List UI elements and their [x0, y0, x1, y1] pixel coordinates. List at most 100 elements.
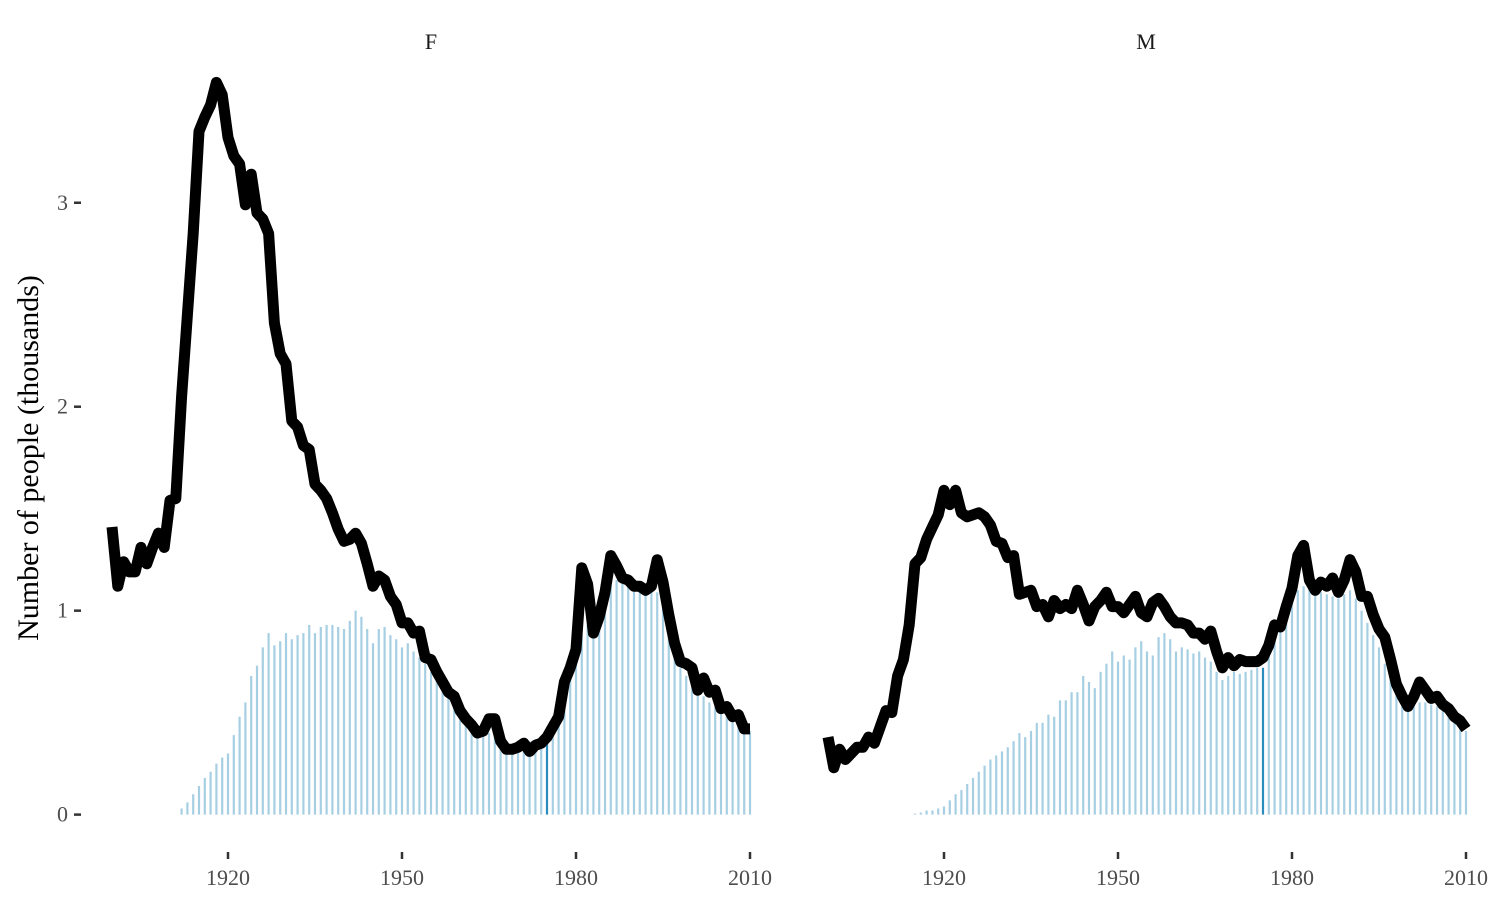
bar: [1058, 700, 1062, 815]
bar: [1238, 673, 1241, 815]
bar: [1372, 635, 1375, 815]
bar: [725, 716, 728, 815]
bar: [1227, 675, 1230, 815]
bars: [913, 586, 1468, 815]
bar: [1134, 647, 1137, 815]
bar: [919, 812, 922, 815]
bar: [296, 635, 299, 815]
bar: [563, 692, 566, 815]
bar: [1377, 647, 1381, 815]
bar: [366, 629, 369, 815]
bar: [1128, 659, 1131, 815]
bar: [557, 716, 560, 815]
bar: [1209, 661, 1212, 815]
bar: [1029, 730, 1033, 815]
panel-m: M 1920 1950 1980 2010: [822, 29, 1488, 890]
bar: [1430, 704, 1433, 815]
bar: [580, 635, 583, 815]
bar: [458, 708, 462, 815]
bar: [505, 743, 508, 815]
bar: [331, 624, 334, 815]
bar: [389, 635, 392, 815]
x-tick-label: 1950: [1096, 865, 1140, 890]
bar: [1116, 661, 1120, 815]
bar: [598, 604, 601, 815]
bar: [487, 733, 491, 815]
bar: [522, 743, 525, 815]
bar: [284, 633, 288, 815]
x-axis: 1920 1950 1980 2010: [922, 852, 1488, 890]
bar: [1000, 751, 1004, 815]
bar: [482, 728, 485, 815]
bar: [714, 706, 717, 815]
bar: [690, 682, 694, 815]
bar: [708, 702, 711, 815]
bar: [574, 651, 578, 815]
bar: [1192, 653, 1195, 815]
bar: [238, 716, 241, 815]
bar: [197, 786, 201, 815]
bar: [1012, 741, 1015, 815]
bar: [1076, 692, 1079, 815]
bar: [319, 626, 322, 815]
bar: [1325, 594, 1328, 815]
bar: [244, 702, 247, 815]
bar: [551, 728, 554, 815]
bar: [731, 720, 734, 815]
bar: [279, 641, 282, 815]
x-tick-label: 2010: [728, 865, 772, 890]
bar: [325, 624, 328, 815]
bar: [702, 696, 705, 815]
bar: [308, 624, 311, 815]
bar: [1169, 639, 1172, 815]
bar: [1279, 626, 1282, 815]
bar: [1302, 586, 1305, 815]
bar: [348, 620, 351, 815]
bar: [1186, 649, 1189, 815]
y-tick-label: 2: [57, 394, 68, 419]
bar: [1348, 590, 1352, 815]
bar: [1441, 708, 1444, 815]
bar: [1070, 692, 1073, 815]
x-tick-label: 1980: [554, 865, 598, 890]
bar: [302, 633, 305, 815]
bar: [261, 647, 264, 815]
bar: [615, 580, 618, 815]
bar: [1105, 663, 1108, 815]
bar: [948, 800, 951, 815]
bar: [743, 724, 746, 815]
bar: [1296, 590, 1299, 815]
bar: [435, 677, 438, 815]
bar: [627, 584, 630, 815]
highlight-bar: [1261, 667, 1265, 815]
highlight-bar: [545, 737, 549, 815]
bar: [1412, 700, 1415, 815]
bar: [383, 626, 386, 815]
x-tick-label: 1950: [380, 865, 424, 890]
bar: [1111, 651, 1114, 815]
bar: [1459, 724, 1462, 815]
bar: [1093, 688, 1096, 815]
bar: [360, 616, 363, 815]
bar: [925, 810, 928, 815]
bar: [592, 614, 595, 815]
bar: [255, 665, 259, 815]
bar: [1290, 598, 1294, 815]
bar: [1140, 641, 1143, 815]
bar: [913, 813, 917, 815]
x-tick-label: 1920: [206, 865, 250, 890]
series-line: [822, 484, 1471, 774]
bar: [989, 759, 992, 815]
bar: [1163, 633, 1166, 815]
bar: [1389, 675, 1392, 815]
bar: [1087, 682, 1091, 815]
bar: [983, 765, 986, 815]
bar: [995, 755, 998, 815]
bar: [1354, 598, 1357, 815]
bar: [493, 735, 496, 815]
y-axis-title: Number of people (thousands): [12, 275, 45, 641]
bar: [673, 651, 676, 815]
bar: [638, 588, 641, 815]
bar: [180, 808, 183, 815]
